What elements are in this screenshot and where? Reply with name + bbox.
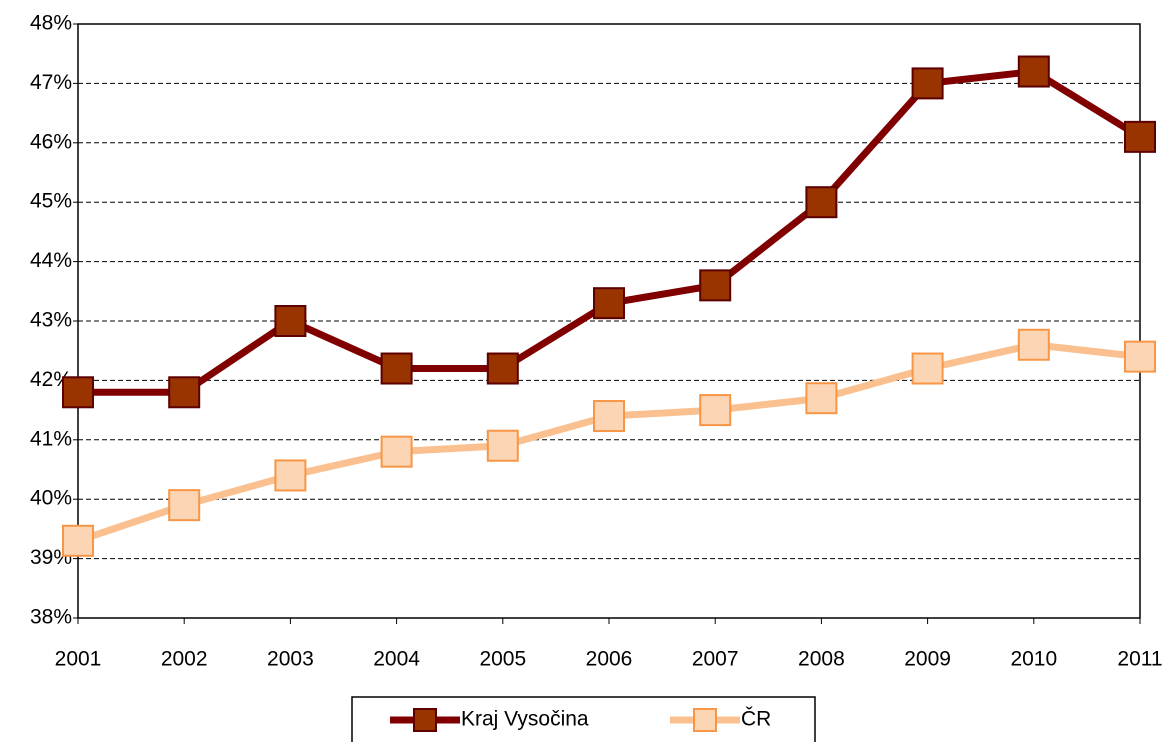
y-tick-label: 44% bbox=[30, 249, 72, 272]
y-tick-label: 39% bbox=[30, 546, 72, 569]
x-tick-label: 2003 bbox=[267, 648, 314, 671]
marker bbox=[699, 269, 732, 302]
x-tick-label: 2008 bbox=[798, 648, 845, 671]
y-tick-label: 43% bbox=[30, 309, 72, 332]
x-tick-label: 2011 bbox=[1117, 648, 1162, 671]
marker bbox=[911, 67, 944, 100]
y-tick-label: 42% bbox=[30, 368, 72, 391]
x-tick-label: 2005 bbox=[479, 648, 526, 671]
x-tick-label: 2006 bbox=[586, 648, 633, 671]
x-tick-label: 2002 bbox=[161, 648, 208, 671]
y-tick-label: 47% bbox=[30, 71, 72, 94]
marker bbox=[274, 459, 307, 492]
x-tick-label: 2004 bbox=[373, 648, 420, 671]
marker bbox=[274, 305, 307, 337]
x-tick-label: 2001 bbox=[55, 648, 102, 671]
marker bbox=[1124, 120, 1156, 153]
marker bbox=[380, 352, 413, 385]
y-tick-label: 38% bbox=[30, 606, 72, 629]
y-tick-label: 46% bbox=[30, 130, 72, 153]
legend-label: Kraj Vysočina bbox=[461, 708, 589, 731]
marker bbox=[593, 400, 625, 433]
x-tick-label: 2007 bbox=[692, 648, 739, 671]
marker bbox=[805, 186, 838, 219]
marker bbox=[62, 376, 94, 409]
marker bbox=[699, 394, 732, 427]
legend-label: ČR bbox=[741, 708, 771, 731]
y-tick-label: 48% bbox=[30, 12, 72, 35]
y-tick-label: 41% bbox=[30, 427, 72, 450]
series-line bbox=[78, 68, 1142, 396]
marker bbox=[593, 287, 625, 320]
marker bbox=[911, 352, 944, 385]
marker bbox=[1017, 55, 1050, 88]
y-tick-label: 45% bbox=[30, 190, 72, 213]
marker bbox=[1017, 328, 1050, 361]
x-tick-label: 2010 bbox=[1010, 648, 1057, 671]
marker bbox=[486, 352, 519, 385]
legend-marker bbox=[413, 708, 437, 732]
legend-marker bbox=[693, 708, 717, 732]
marker bbox=[805, 382, 838, 415]
marker bbox=[62, 524, 94, 557]
marker bbox=[168, 376, 201, 409]
marker bbox=[380, 435, 413, 468]
series-line bbox=[76, 341, 1141, 545]
marker bbox=[1124, 340, 1156, 373]
marker bbox=[168, 489, 201, 522]
x-tick-label: 2009 bbox=[904, 648, 951, 671]
marker bbox=[486, 429, 519, 462]
y-tick-label: 40% bbox=[30, 487, 72, 510]
